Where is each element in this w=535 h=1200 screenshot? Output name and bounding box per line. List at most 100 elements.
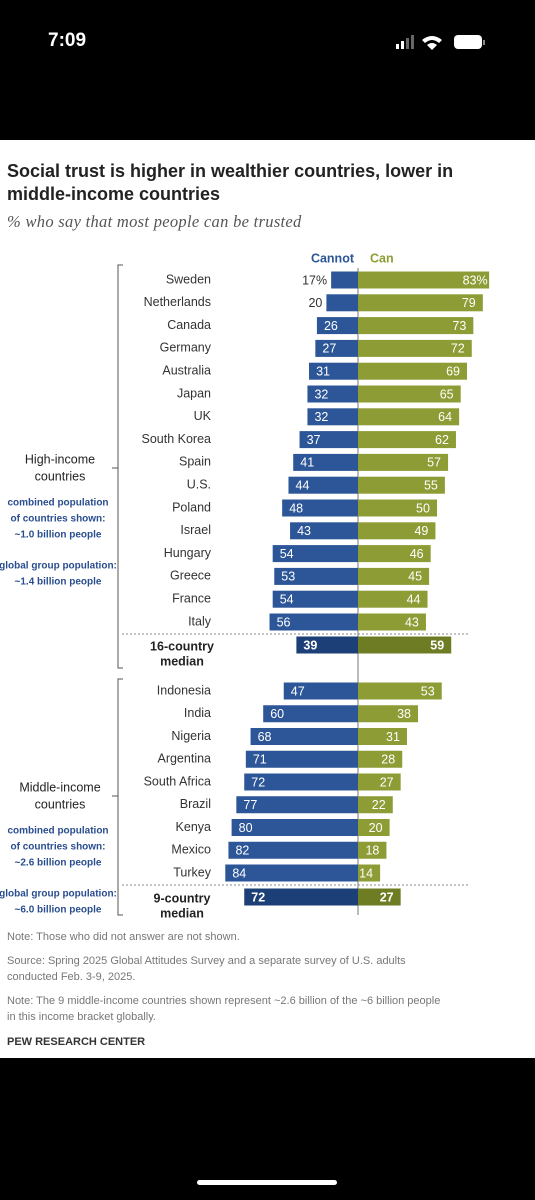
legend-entry: Can <box>370 251 394 265</box>
group-note: ~1.4 billion people <box>15 577 102 588</box>
category-label: Netherlands <box>144 295 211 309</box>
category-label: Japan <box>177 386 211 400</box>
bar <box>250 728 358 745</box>
status-icons <box>396 35 485 50</box>
group-note: combined population <box>7 826 108 837</box>
value-label: 17% <box>302 273 327 287</box>
bar <box>358 590 428 608</box>
value-label: 22 <box>372 798 386 812</box>
footnotes: Note: Those who did not answer are not s… <box>7 929 447 1033</box>
category-label: India <box>184 706 211 720</box>
bar <box>228 841 358 859</box>
median-label: median <box>160 906 204 920</box>
value-label: 73 <box>452 319 466 333</box>
bar <box>331 271 358 289</box>
bar <box>358 841 387 859</box>
bar <box>307 385 358 403</box>
bar <box>358 636 452 654</box>
bar <box>244 773 358 791</box>
group-note: combined population <box>7 498 108 509</box>
category-label: Turkey <box>173 865 211 879</box>
bar <box>358 682 442 700</box>
value-label: 39 <box>303 638 317 652</box>
category-label: Kenya <box>176 820 211 834</box>
bar <box>358 499 437 517</box>
category-label: Australia <box>162 363 211 377</box>
value-label: 27 <box>380 890 394 904</box>
median-label: median <box>160 654 204 668</box>
category-label: Canada <box>167 318 211 332</box>
value-label: 71 <box>253 753 267 767</box>
group-note: ~6.0 billion people <box>15 905 102 916</box>
value-label: 49 <box>414 524 428 538</box>
value-label: 55 <box>424 478 438 492</box>
bar <box>316 317 358 335</box>
bar <box>358 431 456 449</box>
group-note: ~2.6 billion people <box>15 858 102 869</box>
bar <box>309 362 358 380</box>
value-label: 48 <box>289 501 303 515</box>
category-label: Brazil <box>180 797 211 811</box>
value-label: 44 <box>296 478 310 492</box>
bar <box>296 636 358 654</box>
category-label: Nigeria <box>171 729 211 743</box>
value-label: 18 <box>365 844 379 858</box>
group-bracket <box>112 264 123 669</box>
value-label: 57 <box>427 456 441 470</box>
value-label: 54 <box>280 547 294 561</box>
value-label: 32 <box>314 410 328 424</box>
group-label: High-income <box>25 452 95 466</box>
bar <box>307 408 358 426</box>
value-label: 31 <box>386 730 400 744</box>
legend-entry: Cannot <box>311 251 355 265</box>
bar <box>358 294 483 312</box>
group-bracket <box>112 678 123 916</box>
value-label: 53 <box>421 684 435 698</box>
bar <box>283 682 358 700</box>
category-label: Mexico <box>171 843 211 857</box>
value-label: 68 <box>258 730 272 744</box>
bar <box>225 864 358 882</box>
bar <box>358 613 426 631</box>
value-label: 83% <box>463 273 488 287</box>
value-label: 72 <box>451 342 465 356</box>
group-label: countries <box>35 469 86 483</box>
category-label: U.S. <box>187 477 211 491</box>
home-indicator <box>197 1180 337 1185</box>
bar <box>282 499 358 517</box>
category-label: France <box>172 591 211 605</box>
bar <box>244 888 358 906</box>
category-label: Poland <box>172 500 211 514</box>
footnote: Note: The 9 middle-income countries show… <box>7 994 441 1024</box>
value-label: 20 <box>308 296 322 310</box>
value-label: 79 <box>462 296 476 310</box>
value-label: 20 <box>369 821 383 835</box>
value-label: 72 <box>251 775 265 789</box>
bar <box>269 613 358 631</box>
bar <box>358 773 401 791</box>
bar <box>326 294 358 312</box>
value-label: 37 <box>307 433 321 447</box>
category-label: Spain <box>179 455 211 469</box>
bar <box>290 522 358 540</box>
value-label: 54 <box>280 592 294 606</box>
category-label: Italy <box>188 614 212 628</box>
category-label: Germany <box>160 341 212 355</box>
bar <box>358 796 393 814</box>
category-label: Greece <box>170 569 211 583</box>
value-label: 53 <box>281 570 295 584</box>
group-note: global group population: <box>0 889 117 900</box>
value-label: 47 <box>291 684 305 698</box>
value-label: 69 <box>446 364 460 378</box>
group-label: Middle-income <box>19 780 100 794</box>
credit: PEW RESEARCH CENTER <box>7 1036 146 1048</box>
value-label: 56 <box>277 615 291 629</box>
value-label: 43 <box>405 615 419 629</box>
bar <box>274 567 358 585</box>
chart-title: Social trust is higher in wealthier coun… <box>7 161 454 204</box>
value-label: 28 <box>381 753 395 767</box>
bar <box>272 590 358 608</box>
bar <box>358 750 403 768</box>
